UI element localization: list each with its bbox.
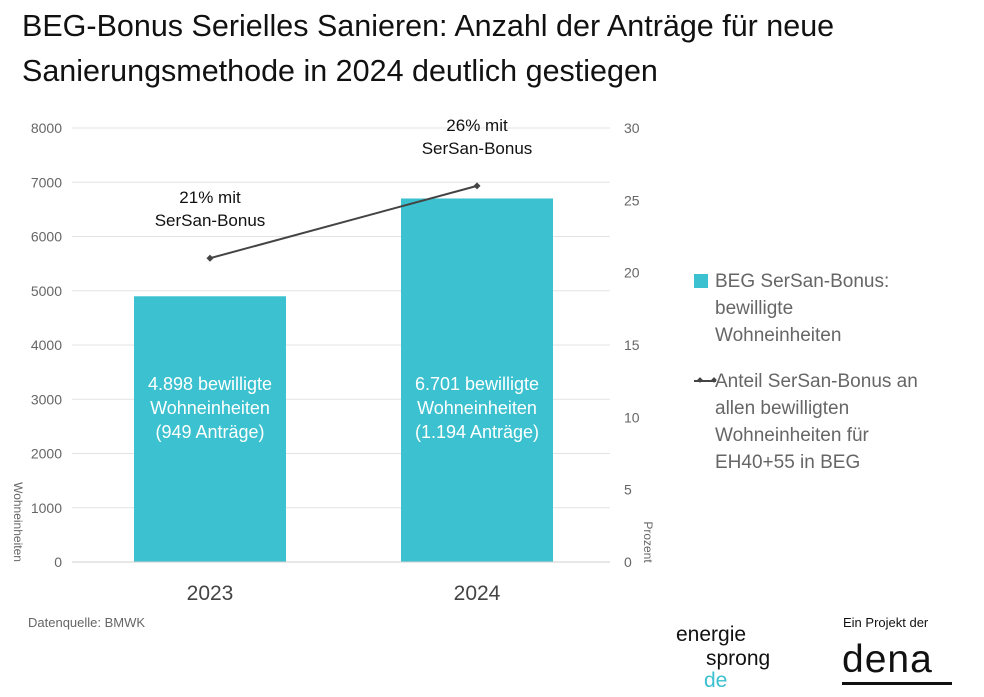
legend-line-label-1: Anteil SerSan-Bonus an [715,371,918,392]
line-point [473,182,481,190]
y-left-tick-label: 2000 [31,446,62,462]
data-source: Datenquelle: BMWK [28,615,146,630]
title-line-1: BEG-Bonus Serielles Sanieren: Anzahl der… [22,9,835,43]
x-tick-label: 2023 [187,582,234,605]
y-left-tick-label: 6000 [31,229,62,245]
legend-bar-label-3: Wohneinheiten [715,325,842,346]
energiesprong-logo-line-3: de [704,669,728,692]
legend-bar-label-1: BEG SerSan-Bonus: [715,271,890,292]
legend-line-label-2: allen bewilligten [715,398,850,419]
chart-title: BEG-Bonus Serielles Sanieren: Anzahl der… [22,4,972,94]
y-left-tick-label: 7000 [31,174,62,190]
y-left-tick-label: 3000 [31,391,62,407]
legend: BEG SerSan-Bonus: bewilligte Wohneinheit… [694,268,954,476]
bar [134,296,286,562]
legend-item-bar[interactable]: BEG SerSan-Bonus: bewilligte Wohneinheit… [694,268,954,349]
y-right-tick-label: 5 [624,482,632,498]
y-right-tick-label: 10 [624,409,640,425]
y-left-tick-label: 4000 [31,337,62,353]
y-left-axis-title: Wohneinheiten [11,482,25,562]
y-right-tick-label: 20 [624,265,640,281]
legend-line-label-3: Wohneinheiten für [715,425,869,446]
legend-line-label-4: EH40+55 in BEG [715,452,861,473]
y-left-tick-label: 8000 [31,120,62,136]
y-right-axis-title: Prozent [641,521,655,563]
y-right-tick-label: 30 [624,120,640,136]
legend-bar-swatch [694,274,708,288]
y-right-tick-label: 0 [624,554,632,570]
legend-line-swatch [694,380,716,382]
y-right-tick-label: 15 [624,337,640,353]
dena-logo-underline [842,682,952,685]
line-point-label: SerSan-Bonus [155,211,266,230]
line-point-label: SerSan-Bonus [422,139,533,158]
y-left-tick-label: 1000 [31,500,62,516]
x-tick-label: 2024 [454,582,501,605]
line-point-label: 26% mit [446,116,508,135]
y-left-tick-label: 0 [54,554,62,570]
energiesprong-logo-line-1: energie [676,623,747,646]
legend-item-line[interactable]: Anteil SerSan-Bonus an allen bewilligten… [694,368,954,476]
dena-logo: dena [842,638,933,681]
bar-label: (1.194 Anträge) [415,422,539,442]
bar-label: (949 Anträge) [155,422,264,442]
project-label: Ein Projekt der [843,615,929,630]
bar-label: 4.898 bewilligte [148,374,272,394]
line-point [206,254,214,262]
title-line-2: Sanierungsmethode in 2024 deutlich gesti… [22,54,658,88]
bar-label: 6.701 bewilligte [415,374,539,394]
bar-label: Wohneinheiten [417,398,537,418]
legend-bar-label-2: bewilligte [715,298,794,319]
energiesprong-logo-line-2: sprong [706,647,771,670]
y-left-tick-label: 5000 [31,283,62,299]
line-series [209,184,478,260]
line-point-label: 21% mit [179,188,241,207]
bar-label: Wohneinheiten [150,398,270,418]
y-right-tick-label: 25 [624,192,640,208]
bar [401,198,553,562]
